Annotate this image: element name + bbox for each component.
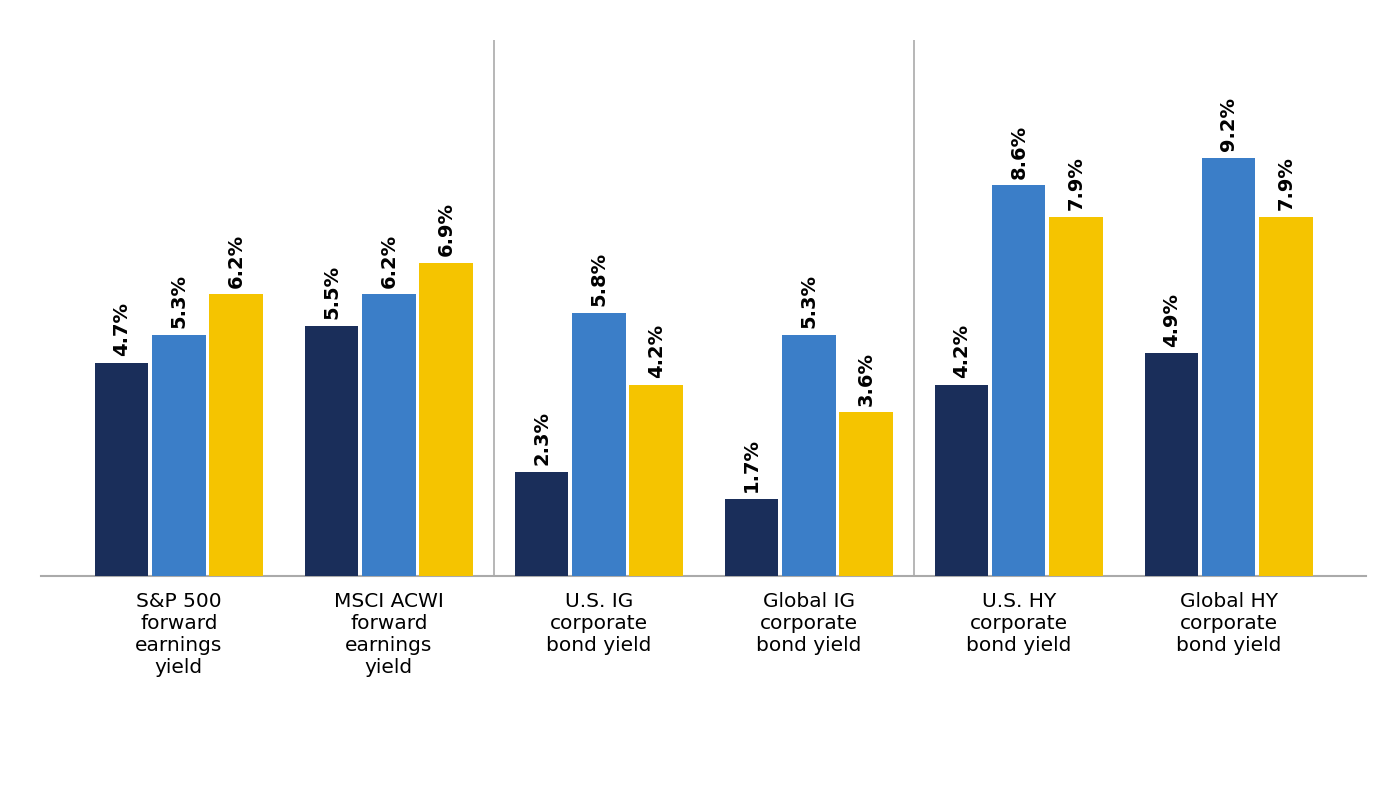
Text: U.S. IG
corporate
bond yield: U.S. IG corporate bond yield bbox=[546, 592, 651, 655]
Bar bbox=[629, 386, 683, 576]
Text: 8.6%: 8.6% bbox=[1009, 125, 1028, 178]
Bar bbox=[1049, 217, 1103, 576]
Bar bbox=[724, 498, 778, 576]
Bar bbox=[782, 335, 835, 576]
Text: 5.3%: 5.3% bbox=[170, 274, 188, 329]
Text: 7.9%: 7.9% bbox=[1067, 157, 1086, 210]
Text: 1.7%: 1.7% bbox=[742, 438, 760, 492]
Bar bbox=[934, 386, 988, 576]
Bar bbox=[573, 313, 625, 576]
Bar bbox=[152, 335, 206, 576]
Bar bbox=[1145, 354, 1198, 576]
Bar bbox=[362, 294, 415, 576]
Text: 4.7%: 4.7% bbox=[112, 302, 131, 356]
Text: 6.9%: 6.9% bbox=[436, 202, 455, 256]
Text: 5.8%: 5.8% bbox=[589, 252, 609, 306]
Text: MSCI ACWI
forward
earnings
yield: MSCI ACWI forward earnings yield bbox=[334, 592, 444, 677]
Bar bbox=[420, 262, 473, 576]
Text: 2.3%: 2.3% bbox=[533, 410, 551, 465]
Text: 7.9%: 7.9% bbox=[1276, 157, 1296, 210]
Text: 4.9%: 4.9% bbox=[1162, 293, 1181, 346]
Text: 5.3%: 5.3% bbox=[799, 274, 818, 329]
Bar bbox=[210, 294, 262, 576]
Text: 3.6%: 3.6% bbox=[857, 352, 875, 406]
Text: S&P 500
forward
earnings
yield: S&P 500 forward earnings yield bbox=[135, 592, 222, 677]
Bar bbox=[839, 413, 893, 576]
Text: 4.2%: 4.2% bbox=[952, 324, 972, 378]
Text: Global HY
corporate
bond yield: Global HY corporate bond yield bbox=[1176, 592, 1282, 655]
Text: 6.2%: 6.2% bbox=[380, 234, 399, 287]
Text: U.S. HY
corporate
bond yield: U.S. HY corporate bond yield bbox=[966, 592, 1071, 655]
Bar bbox=[305, 326, 359, 576]
Text: 6.2%: 6.2% bbox=[226, 234, 246, 287]
Bar bbox=[95, 362, 148, 576]
Bar bbox=[1260, 217, 1312, 576]
Bar bbox=[515, 471, 569, 576]
Text: 5.5%: 5.5% bbox=[322, 266, 341, 319]
Bar bbox=[992, 186, 1046, 576]
Bar bbox=[1202, 158, 1256, 576]
Text: 4.2%: 4.2% bbox=[647, 324, 665, 378]
Text: Global IG
corporate
bond yield: Global IG corporate bond yield bbox=[756, 592, 861, 655]
Text: 9.2%: 9.2% bbox=[1220, 98, 1238, 151]
